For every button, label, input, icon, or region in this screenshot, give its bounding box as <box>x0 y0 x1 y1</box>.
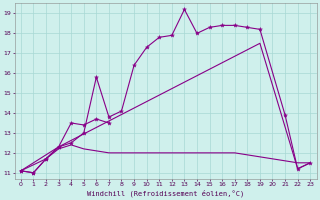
X-axis label: Windchill (Refroidissement éolien,°C): Windchill (Refroidissement éolien,°C) <box>87 189 244 197</box>
